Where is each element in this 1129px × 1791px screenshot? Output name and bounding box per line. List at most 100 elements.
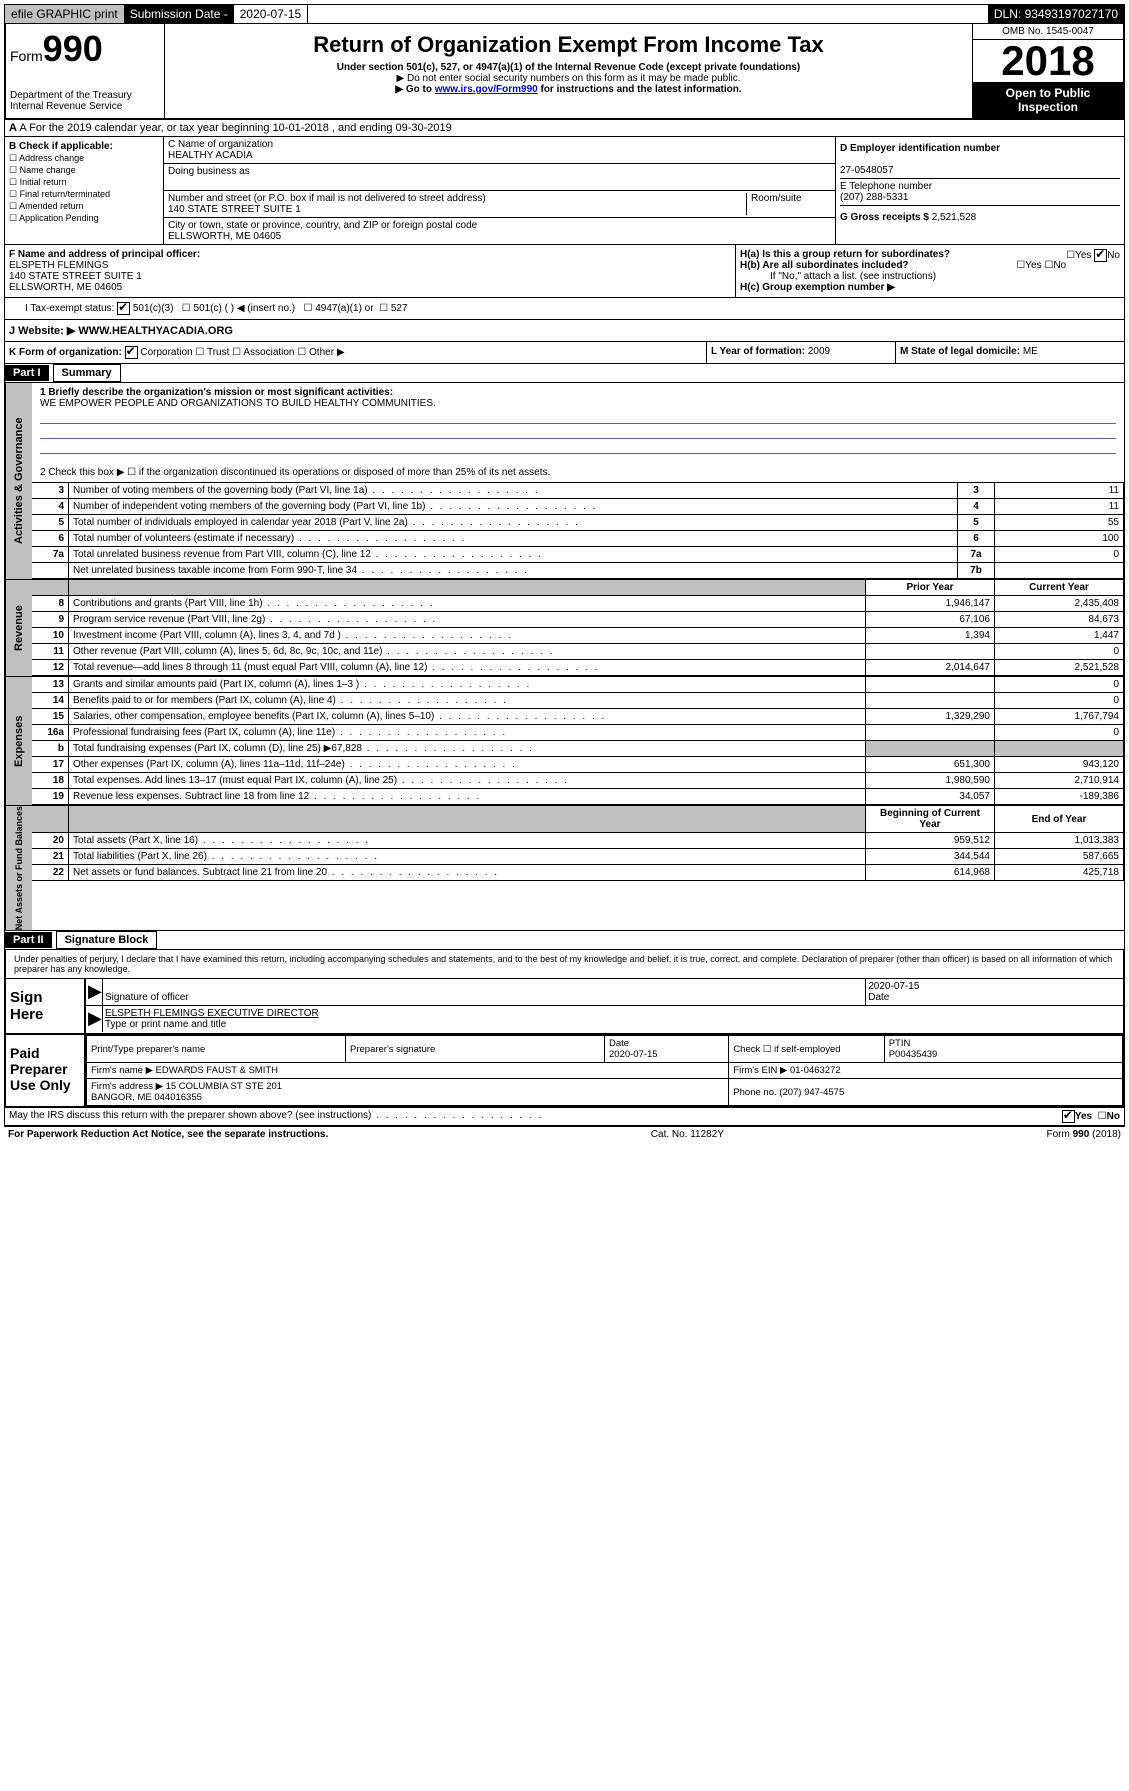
sig-name: ELSPETH FLEMINGS EXECUTIVE DIRECTOR xyxy=(105,1008,319,1019)
net-section: Net Assets or Fund Balances Beginning of… xyxy=(4,806,1125,931)
website-row: J Website: ▶ WWW.HEALTHYACADIA.ORG xyxy=(4,320,1125,342)
form-number: 990 xyxy=(43,28,103,69)
chk-501c3[interactable] xyxy=(117,302,130,315)
discuss-yes-chk[interactable] xyxy=(1062,1110,1075,1123)
subdate-value: 2020-07-15 xyxy=(234,5,308,23)
org-name: HEALTHY ACADIA xyxy=(168,150,253,161)
q2-label: 2 Check this box ▶ ☐ if the organization… xyxy=(40,467,550,478)
l-label: L Year of formation: xyxy=(711,346,808,357)
expense-section: Expenses 13Grants and similar amounts pa… xyxy=(4,677,1125,806)
part1-title: Summary xyxy=(53,364,121,382)
gross-value: 2,521,528 xyxy=(932,212,977,223)
form-subtitle: Under section 501(c), 527, or 4947(a)(1)… xyxy=(169,62,968,73)
prep-sig-label: Preparer's signature xyxy=(350,1044,435,1055)
org-name-label: C Name of organization xyxy=(168,139,273,150)
prep-date-label: Date xyxy=(609,1038,629,1049)
subdate-label: Submission Date - xyxy=(124,5,234,23)
chk-corp[interactable] xyxy=(125,346,138,359)
ptin-label: PTIN xyxy=(889,1038,911,1049)
chk-app-pending[interactable]: ☐ Application Pending xyxy=(9,213,159,224)
side-exp: Expenses xyxy=(5,677,32,805)
chk-name-change[interactable]: ☐ Name change xyxy=(9,165,159,176)
row-a: A A For the 2019 calendar year, or tax y… xyxy=(4,120,1125,137)
side-gov: Activities & Governance xyxy=(5,383,32,579)
firm-name: EDWARDS FAUST & SMITH xyxy=(156,1065,278,1076)
ha-row: H(a) Is this a group return for subordin… xyxy=(740,249,1120,260)
prep-date: 2020-07-15 xyxy=(609,1049,658,1060)
revenue-section: Revenue Prior YearCurrent Year8Contribut… xyxy=(4,580,1125,677)
sig-name-label: Type or print name and title xyxy=(105,1019,226,1030)
hc-row: H(c) Group exemption number ▶ xyxy=(740,282,1120,293)
firm-ein-label: Firm's EIN ▶ xyxy=(733,1065,787,1076)
year-formation: 2009 xyxy=(808,346,830,357)
officer-group-box: F Name and address of principal officer:… xyxy=(4,245,1125,298)
chk-initial-return[interactable]: ☐ Initial return xyxy=(9,177,159,188)
sign-here-label: Sign Here xyxy=(6,979,86,1033)
paid-prep-table: Print/Type preparer's name Preparer's si… xyxy=(86,1035,1123,1106)
addr-label: Number and street (or P.O. box if mail i… xyxy=(168,193,486,204)
gov-table: 3Number of voting members of the governi… xyxy=(32,483,1124,579)
efile-label[interactable]: efile GRAPHIC print xyxy=(5,5,124,23)
website-label: J Website: ▶ xyxy=(9,325,75,337)
discuss-row: May the IRS discuss this return with the… xyxy=(4,1108,1125,1126)
ein-label: D Employer identification number xyxy=(840,143,1000,154)
form-header: Form990 Department of the Treasury Inter… xyxy=(4,24,1125,120)
chk-final-return[interactable]: ☐ Final return/terminated xyxy=(9,189,159,200)
form-note1: ▶ Do not enter social security numbers o… xyxy=(169,73,968,84)
irs-link[interactable]: www.irs.gov/Form990 xyxy=(435,84,538,95)
part1-header: Part I Summary xyxy=(4,364,1125,383)
sig-date: 2020-07-15 xyxy=(868,981,919,992)
side-rev: Revenue xyxy=(5,580,32,676)
paid-prep-label: Paid Preparer Use Only xyxy=(6,1035,86,1106)
firm-ein: 01-0463272 xyxy=(790,1065,841,1076)
side-net: Net Assets or Fund Balances xyxy=(5,806,32,930)
firm-phone-label: Phone no. xyxy=(733,1087,779,1098)
m-label: M State of legal domicile: xyxy=(900,346,1023,357)
part2-label: Part II xyxy=(5,932,52,948)
check-self-emp[interactable]: Check ☐ if self-employed xyxy=(733,1044,840,1055)
form-note2: ▶ Go to www.irs.gov/Form990 for instruct… xyxy=(169,84,968,95)
gross-label: G Gross receipts $ xyxy=(840,212,932,223)
topbar: efile GRAPHIC print Submission Date - 20… xyxy=(4,4,1125,24)
sig-declaration: Under penalties of perjury, I declare th… xyxy=(6,950,1123,978)
tax-year: 2018 xyxy=(973,40,1123,82)
cat-no: Cat. No. 11282Y xyxy=(651,1129,724,1140)
state-domicile: ME xyxy=(1023,346,1038,357)
chk-address-change[interactable]: ☐ Address change xyxy=(9,153,159,164)
tax-exempt-label: I Tax-exempt status: xyxy=(25,303,114,314)
q1-answer: WE EMPOWER PEOPLE AND ORGANIZATIONS TO B… xyxy=(40,398,436,409)
footer: For Paperwork Reduction Act Notice, see … xyxy=(4,1126,1125,1142)
ptin-value: P00435439 xyxy=(889,1049,938,1060)
sig-officer-label: Signature of officer xyxy=(105,992,189,1003)
ein-value: 27-0548057 xyxy=(840,165,893,176)
sig-date-label: Date xyxy=(868,992,889,1003)
phone-value: (207) 288-5331 xyxy=(840,192,908,203)
part2-title: Signature Block xyxy=(56,931,158,949)
ha-no-checkbox[interactable] xyxy=(1094,249,1107,262)
firm-name-label: Firm's name ▶ xyxy=(91,1065,153,1076)
org-city: ELLSWORTH, ME 04605 xyxy=(168,231,281,242)
room-label: Room/suite xyxy=(751,193,802,204)
website-value: WWW.HEALTHYACADIA.ORG xyxy=(78,325,233,337)
chk-amended[interactable]: ☐ Amended return xyxy=(9,201,159,212)
officer-label: F Name and address of principal officer: xyxy=(9,249,200,260)
q1-label: 1 Briefly describe the organization's mi… xyxy=(40,387,393,398)
arrow-icon: ▶ xyxy=(86,1006,102,1032)
col-b-label: B Check if applicable: xyxy=(9,141,159,152)
tax-year-range: A For the 2019 calendar year, or tax yea… xyxy=(19,122,451,134)
k-label: K Form of organization: xyxy=(9,347,122,358)
form-word: Form xyxy=(10,48,43,64)
form-ref: Form 990 (2018) xyxy=(1047,1129,1121,1140)
form-title: Return of Organization Exempt From Incom… xyxy=(169,32,968,58)
hb-note: If "No," attach a list. (see instruction… xyxy=(740,271,1120,282)
hb-row: H(b) Are all subordinates included? ☐Yes… xyxy=(740,260,1120,271)
dept-label: Department of the Treasury Internal Reve… xyxy=(10,90,160,112)
main-info-box: B Check if applicable: ☐ Address change … xyxy=(4,137,1125,245)
officer-name: ELSPETH FLEMINGS xyxy=(9,260,108,271)
part1-label: Part I xyxy=(5,365,49,381)
discuss-label: May the IRS discuss this return with the… xyxy=(9,1110,543,1123)
city-label: City or town, state or province, country… xyxy=(168,220,477,231)
expense-table: 13Grants and similar amounts paid (Part … xyxy=(32,677,1124,805)
summary-section: Activities & Governance 1 Briefly descri… xyxy=(4,383,1125,580)
firm-phone: (207) 947-4575 xyxy=(779,1087,844,1098)
